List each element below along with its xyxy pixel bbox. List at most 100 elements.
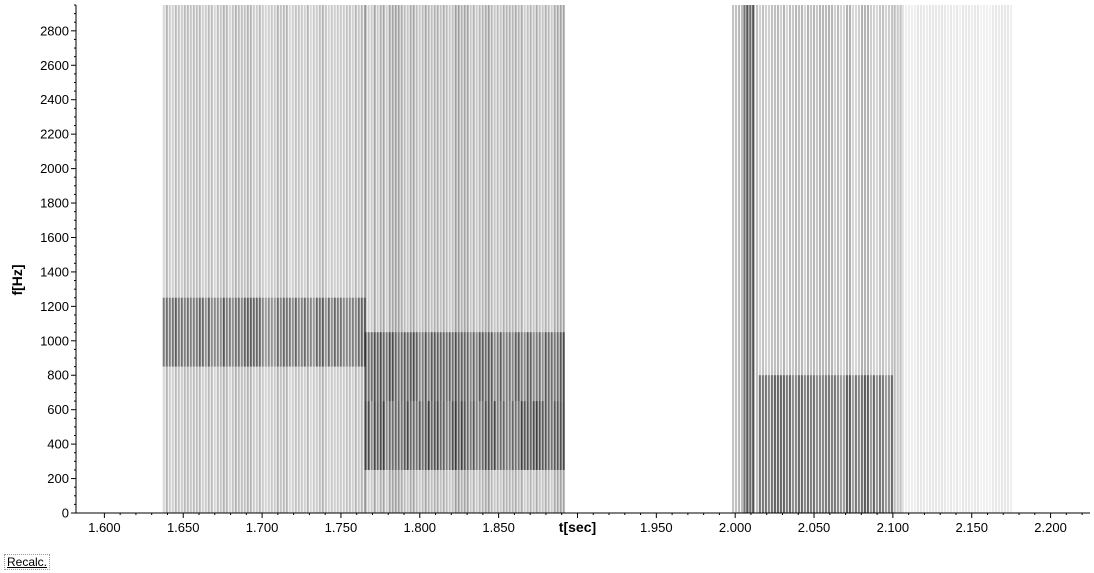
spectrogram-stripe <box>397 332 400 402</box>
spectrogram-stripe <box>189 5 192 513</box>
spectrogram-stripe <box>538 401 541 470</box>
spectrogram-stripe <box>403 401 406 470</box>
spectrogram-stripe <box>544 5 547 513</box>
spectrogram-stripe <box>373 5 376 513</box>
spectrogram-stripe <box>875 375 878 513</box>
spectrogram-stripe <box>306 297 309 367</box>
spectrogram-stripe <box>339 5 342 513</box>
spectrogram-stripe <box>270 297 273 367</box>
spectrogram-stripe <box>379 5 382 513</box>
y-tick-label: 2200 <box>40 127 69 142</box>
spectrogram-stripe <box>804 5 807 513</box>
spectrogram-stripe <box>529 5 532 513</box>
spectrogram-stripe <box>433 5 436 513</box>
spectrogram-stripe <box>409 401 412 470</box>
y-tick-label: 1000 <box>40 333 69 348</box>
spectrogram-stripe <box>258 297 261 367</box>
spectrogram-stripe <box>388 332 391 402</box>
spectrogram-stripe <box>466 332 469 402</box>
spectrogram-stripe <box>833 375 836 513</box>
spectrogram-stripe <box>463 401 466 470</box>
spectrogram-stripe <box>171 5 174 513</box>
spectrogram-stripe <box>213 297 216 367</box>
spectrogram-stripe <box>174 297 177 367</box>
spectrogram-stripe <box>807 5 810 513</box>
spectrogram-stripe <box>186 297 189 367</box>
spectrogram-stripe <box>544 332 547 402</box>
spectrogram-stripe <box>388 401 391 470</box>
spectrogram-stripe <box>822 5 825 513</box>
spectrogram-stripe <box>943 5 946 513</box>
energy-region <box>162 5 366 513</box>
spectrogram-stripe <box>469 332 472 402</box>
spectrogram-stripe <box>267 297 270 367</box>
spectrogram-stripe <box>466 5 469 513</box>
spectrogram-stripe <box>333 5 336 513</box>
spectrogram-stripe <box>472 401 475 470</box>
spectrogram-stripe <box>412 5 415 513</box>
spectrogram-stripe <box>732 5 735 513</box>
spectrogram-stripe <box>364 401 367 470</box>
spectrogram-stripe <box>888 5 891 513</box>
energy-region <box>364 332 565 402</box>
spectrogram-stripe <box>529 401 532 470</box>
spectrogram-stripe <box>406 332 409 402</box>
spectrogram-stripe <box>773 375 776 513</box>
y-tick-label: 400 <box>47 437 69 452</box>
spectrogram-stripe <box>890 375 893 513</box>
recalc-button[interactable]: Recalc. <box>4 554 51 570</box>
spectrogram-stripe <box>424 5 427 513</box>
spectrogram-stripe <box>922 5 925 513</box>
spectrogram-stripe <box>809 375 812 513</box>
spectrogram-stripe <box>982 5 985 513</box>
x-tick-label: 1.650 <box>167 520 200 535</box>
spectrogram-stripe <box>830 375 833 513</box>
spectrogram-stripe <box>460 332 463 402</box>
y-ticks: 0 200 400 600 800 1000 1200 1400 1600 1800 2000 220… <box>40 4 76 521</box>
y-tick-label: 2800 <box>40 23 69 38</box>
spectrogram-stripe <box>851 375 854 513</box>
spectrogram-stripe <box>219 5 222 513</box>
spectrogram-stripe <box>472 5 475 513</box>
spectrogram-stripe <box>547 5 550 513</box>
spectrogram-stripe <box>979 5 982 513</box>
spectrogram-stripe <box>768 5 771 513</box>
spectrogram-stripe <box>276 297 279 367</box>
spectrogram-stripe <box>237 5 240 513</box>
x-tick-label: 1.700 <box>246 520 279 535</box>
spectrogram-stripe <box>394 332 397 402</box>
spectrogram-stripe <box>843 5 846 513</box>
spectrogram-stripe <box>418 332 421 402</box>
spectrogram-stripe <box>424 332 427 402</box>
spectrogram-stripe <box>162 297 165 367</box>
spectrogram-stripe <box>430 5 433 513</box>
energy-region <box>892 5 1012 513</box>
spectrogram-stripe <box>297 297 300 367</box>
spectrogram-stripe <box>348 5 351 513</box>
spectrogram-stripe <box>339 297 342 367</box>
spectrogram-stripe <box>318 5 321 513</box>
spectrogram-stripe <box>758 375 761 513</box>
spectrogram-stripe <box>376 5 379 513</box>
spectrogram-stripe <box>735 5 738 513</box>
spectrogram-stripe <box>418 401 421 470</box>
spectrogram-stripe <box>373 401 376 470</box>
spectrogram-stripe <box>819 5 822 513</box>
spectrogram-stripe <box>901 5 904 513</box>
spectrogram-stripe <box>952 5 955 513</box>
spectrogram-stripe <box>532 401 535 470</box>
spectrogram-stripe <box>324 5 327 513</box>
spectrogram-stripe <box>261 297 264 367</box>
spectrogram-stripe <box>837 5 840 513</box>
spectrogram-stripe <box>834 5 837 513</box>
spectrogram-stripe <box>547 401 550 470</box>
spectrogram-stripe <box>505 332 508 402</box>
spectrogram-stripe <box>297 5 300 513</box>
spectrogram-stripe <box>394 5 397 513</box>
spectrogram-stripe <box>204 5 207 513</box>
spectrogram-stripe <box>321 297 324 367</box>
spectrogram-stripe <box>448 5 451 513</box>
spectrogram-stripe <box>165 5 168 513</box>
spectrogram-stripe <box>421 5 424 513</box>
